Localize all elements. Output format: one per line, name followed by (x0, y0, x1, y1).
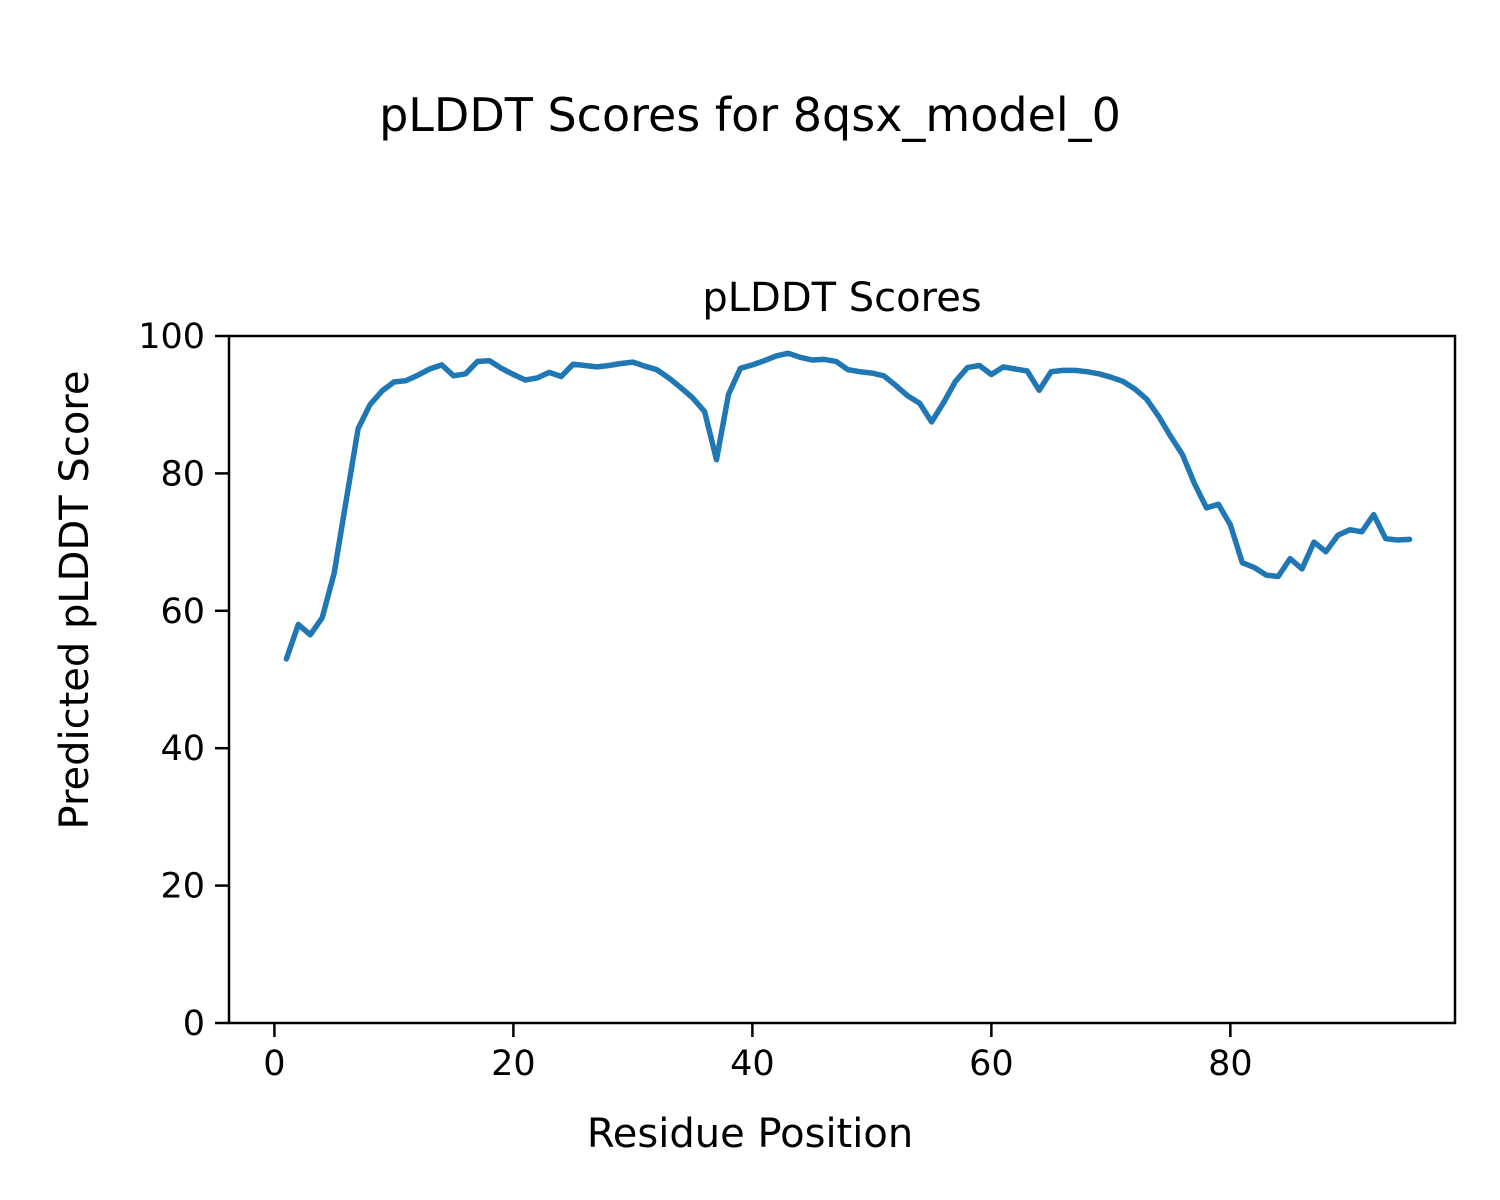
x-tick-label: 40 (730, 1044, 775, 1084)
y-tick-label: 20 (160, 867, 205, 907)
x-tick-label: 80 (1208, 1044, 1253, 1084)
y-tick-label: 60 (160, 592, 205, 632)
y-tick-label: 0 (183, 1004, 205, 1044)
x-tick-label: 60 (969, 1044, 1014, 1084)
y-tick-label: 100 (138, 317, 205, 357)
figure-title: pLDDT Scores for 8qsx_model_0 (379, 88, 1121, 142)
y-tick-label: 80 (160, 454, 205, 494)
x-axis-label: Residue Position (586, 1111, 914, 1157)
y-tick-label: 40 (160, 729, 205, 769)
x-tick-label: 20 (491, 1044, 536, 1084)
plddt-line (283, 350, 1413, 662)
x-tick-label: 0 (263, 1044, 285, 1084)
axes-title: pLDDT Scores (702, 275, 982, 321)
axes-frame (227, 334, 1457, 1025)
